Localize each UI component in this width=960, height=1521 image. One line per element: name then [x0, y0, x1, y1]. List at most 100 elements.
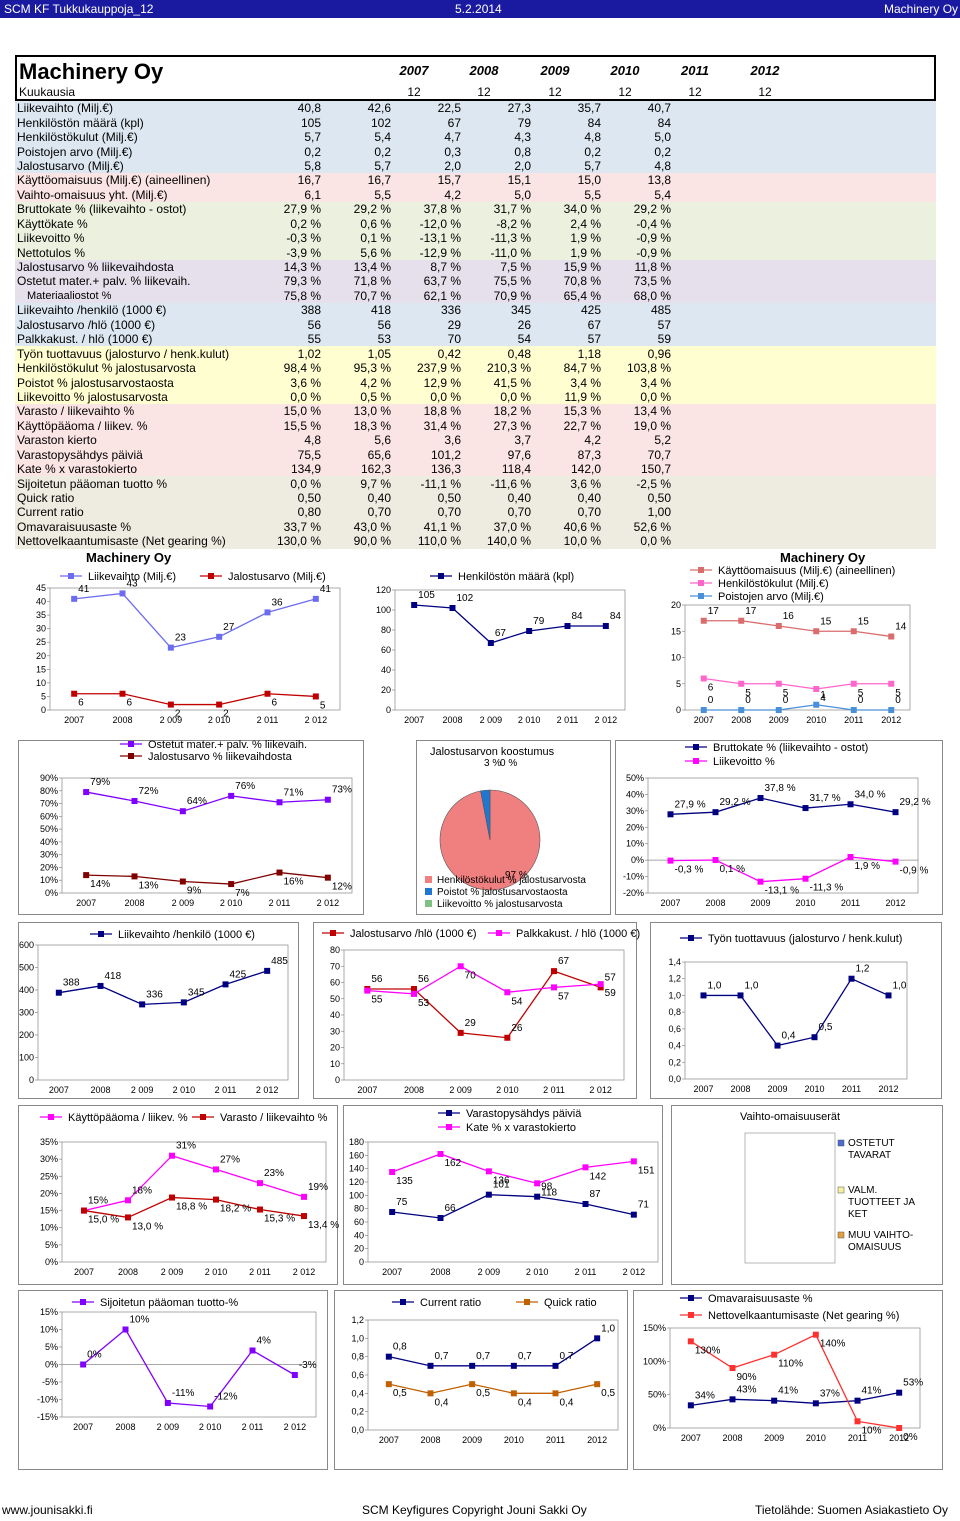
- series-line: [86, 871, 328, 885]
- data-label: 0: [708, 695, 714, 706]
- x-tick-label: 2008: [90, 1085, 110, 1095]
- row-label: Bruttokate % (liikevaihto - ostot): [17, 202, 187, 217]
- row-value: 5,7: [304, 130, 321, 145]
- data-label: 425: [230, 969, 247, 980]
- series-line: [392, 1194, 634, 1219]
- x-tick-label: 2007: [379, 1435, 399, 1445]
- data-label: 102: [457, 593, 474, 604]
- row-value: 0,3: [444, 144, 461, 159]
- keyfigure-row: Palkkakust. / hlö (1000 €) 55 53 70 54 57 59: [15, 332, 936, 347]
- data-label: 41%: [862, 1386, 882, 1397]
- row-value: 130,0 %: [276, 534, 321, 549]
- data-label: 84: [610, 611, 622, 622]
- chart-title: Vaihto-omaisuuserät: [740, 1111, 840, 1123]
- row-value: 140,0 %: [486, 534, 531, 549]
- row-value: 12,9 %: [423, 375, 461, 390]
- data-label: 162: [445, 1158, 462, 1169]
- x-tick-label: 2 009: [160, 715, 183, 725]
- row-value: 5,5: [374, 187, 391, 202]
- y-tick-label: 50%: [626, 773, 644, 783]
- y-tick-label: 10: [36, 678, 46, 688]
- row-value: 5,7: [584, 158, 601, 173]
- y-tick-label: 100%: [643, 1356, 666, 1366]
- row-label: Jalostusarvo (Milj.€): [17, 158, 124, 173]
- row-value: 56: [307, 317, 321, 332]
- data-point: [437, 1151, 444, 1157]
- data-label: 15%: [88, 1196, 108, 1207]
- data-point: [850, 680, 857, 687]
- keyfigure-row: Varasto / liikevaihto % 15,0 % 13,0 % 18,8 …: [15, 404, 936, 419]
- row-value: 90,0 %: [353, 534, 391, 549]
- row-value: 1,02: [297, 346, 321, 361]
- row-value: 102: [370, 115, 391, 130]
- keyfigure-row: Ostetut mater.+ palv. % liikevaih. 79,3 %…: [15, 274, 936, 289]
- data-point: [534, 1193, 541, 1200]
- y-tick-label: 35%: [40, 1137, 58, 1147]
- months-value: 12: [548, 85, 562, 99]
- legend-label: Bruttokate % (liikevaihto - ostot): [713, 742, 868, 754]
- row-value: 5,4: [654, 187, 671, 202]
- data-point: [71, 690, 78, 697]
- data-point: [389, 1209, 396, 1215]
- chart-frame: [18, 1290, 328, 1470]
- y-tick-label: 30: [330, 1026, 340, 1036]
- x-tick-label: 2012: [881, 715, 901, 725]
- data-point: [551, 984, 557, 991]
- x-tick-label: 2007: [64, 715, 84, 725]
- data-label: 9%: [187, 886, 202, 897]
- plot-area: [343, 949, 625, 1081]
- row-value: 98,4 %: [283, 361, 321, 376]
- row-label: Ostetut mater.+ palv. % liikevaih.: [17, 274, 191, 289]
- data-label: 84: [572, 611, 584, 622]
- keyfigure-row: Poistojen arvo (Milj.€) 0,2 0,2 0,3 0,8 0,2 0,…: [15, 144, 936, 159]
- chart-frame: [18, 740, 364, 915]
- x-tick-label: 2 012: [317, 898, 340, 908]
- row-value: 18,3 %: [353, 418, 391, 433]
- x-tick-label: 2007: [693, 1084, 713, 1094]
- row-value: 59: [657, 332, 671, 347]
- y-tick-label: 400: [19, 985, 34, 995]
- row-value: 43,0 %: [353, 519, 391, 534]
- data-point: [411, 986, 417, 992]
- row-value: 5,6 %: [360, 245, 391, 260]
- y-tick-label: 10%: [626, 839, 644, 849]
- row-value: 4,7: [444, 130, 461, 145]
- data-label: 37,8 %: [765, 783, 796, 794]
- y-tick-label: 35: [36, 610, 46, 620]
- data-label: 0,5: [601, 1388, 615, 1399]
- y-tick-label: 0: [29, 1075, 34, 1085]
- data-point: [264, 690, 271, 697]
- row-value: 11,9 %: [564, 389, 601, 404]
- row-label: Current ratio: [17, 505, 84, 520]
- y-tick-label: 0: [386, 705, 391, 715]
- row-label: Varasto / liikevaihto %: [17, 404, 135, 419]
- row-value: 1,05: [367, 346, 391, 361]
- row-value: 52,6 %: [633, 519, 671, 534]
- y-tick-label: -20%: [623, 888, 644, 898]
- legend-label: Henkilöstökulut % jalostusarvosta: [437, 875, 586, 886]
- row-value: 0,96: [647, 346, 671, 361]
- series-line: [703, 977, 889, 1047]
- series-line: [367, 965, 601, 995]
- x-tick-label: 2 011: [557, 715, 579, 725]
- footer-copyright: SCM Keyfigures Copyright Jouni Sakki Oy: [362, 1503, 587, 1517]
- pie-label: 97 %: [505, 870, 528, 881]
- row-value: 18,8 %: [423, 404, 461, 419]
- data-point: [257, 1206, 263, 1213]
- legend-marker: [837, 1186, 845, 1194]
- y-tick-label: 200: [19, 1030, 34, 1040]
- y-tick-label: -10%: [623, 872, 644, 882]
- row-value: 18,2 %: [493, 404, 531, 419]
- legend-label: MUU VAIHTO-: [848, 1230, 913, 1241]
- row-value: -0,4 %: [636, 216, 671, 231]
- row-label: Liikevoitto % jalostusarvosta: [17, 389, 168, 404]
- keyfigure-row: Current ratio 0,80 0,70 0,70 0,70 0,70 1,00: [15, 505, 936, 520]
- row-value: 0,50: [297, 491, 321, 506]
- data-point: [630, 1211, 637, 1218]
- keyfigure-row: Varaston kierto 4,8 5,6 3,6 3,7 4,2 5,2: [15, 433, 936, 448]
- data-point: [228, 881, 235, 888]
- y-tick-label: 0,6: [668, 1024, 681, 1034]
- y-tick-label: 25: [36, 637, 46, 647]
- row-value: 0,50: [647, 491, 671, 506]
